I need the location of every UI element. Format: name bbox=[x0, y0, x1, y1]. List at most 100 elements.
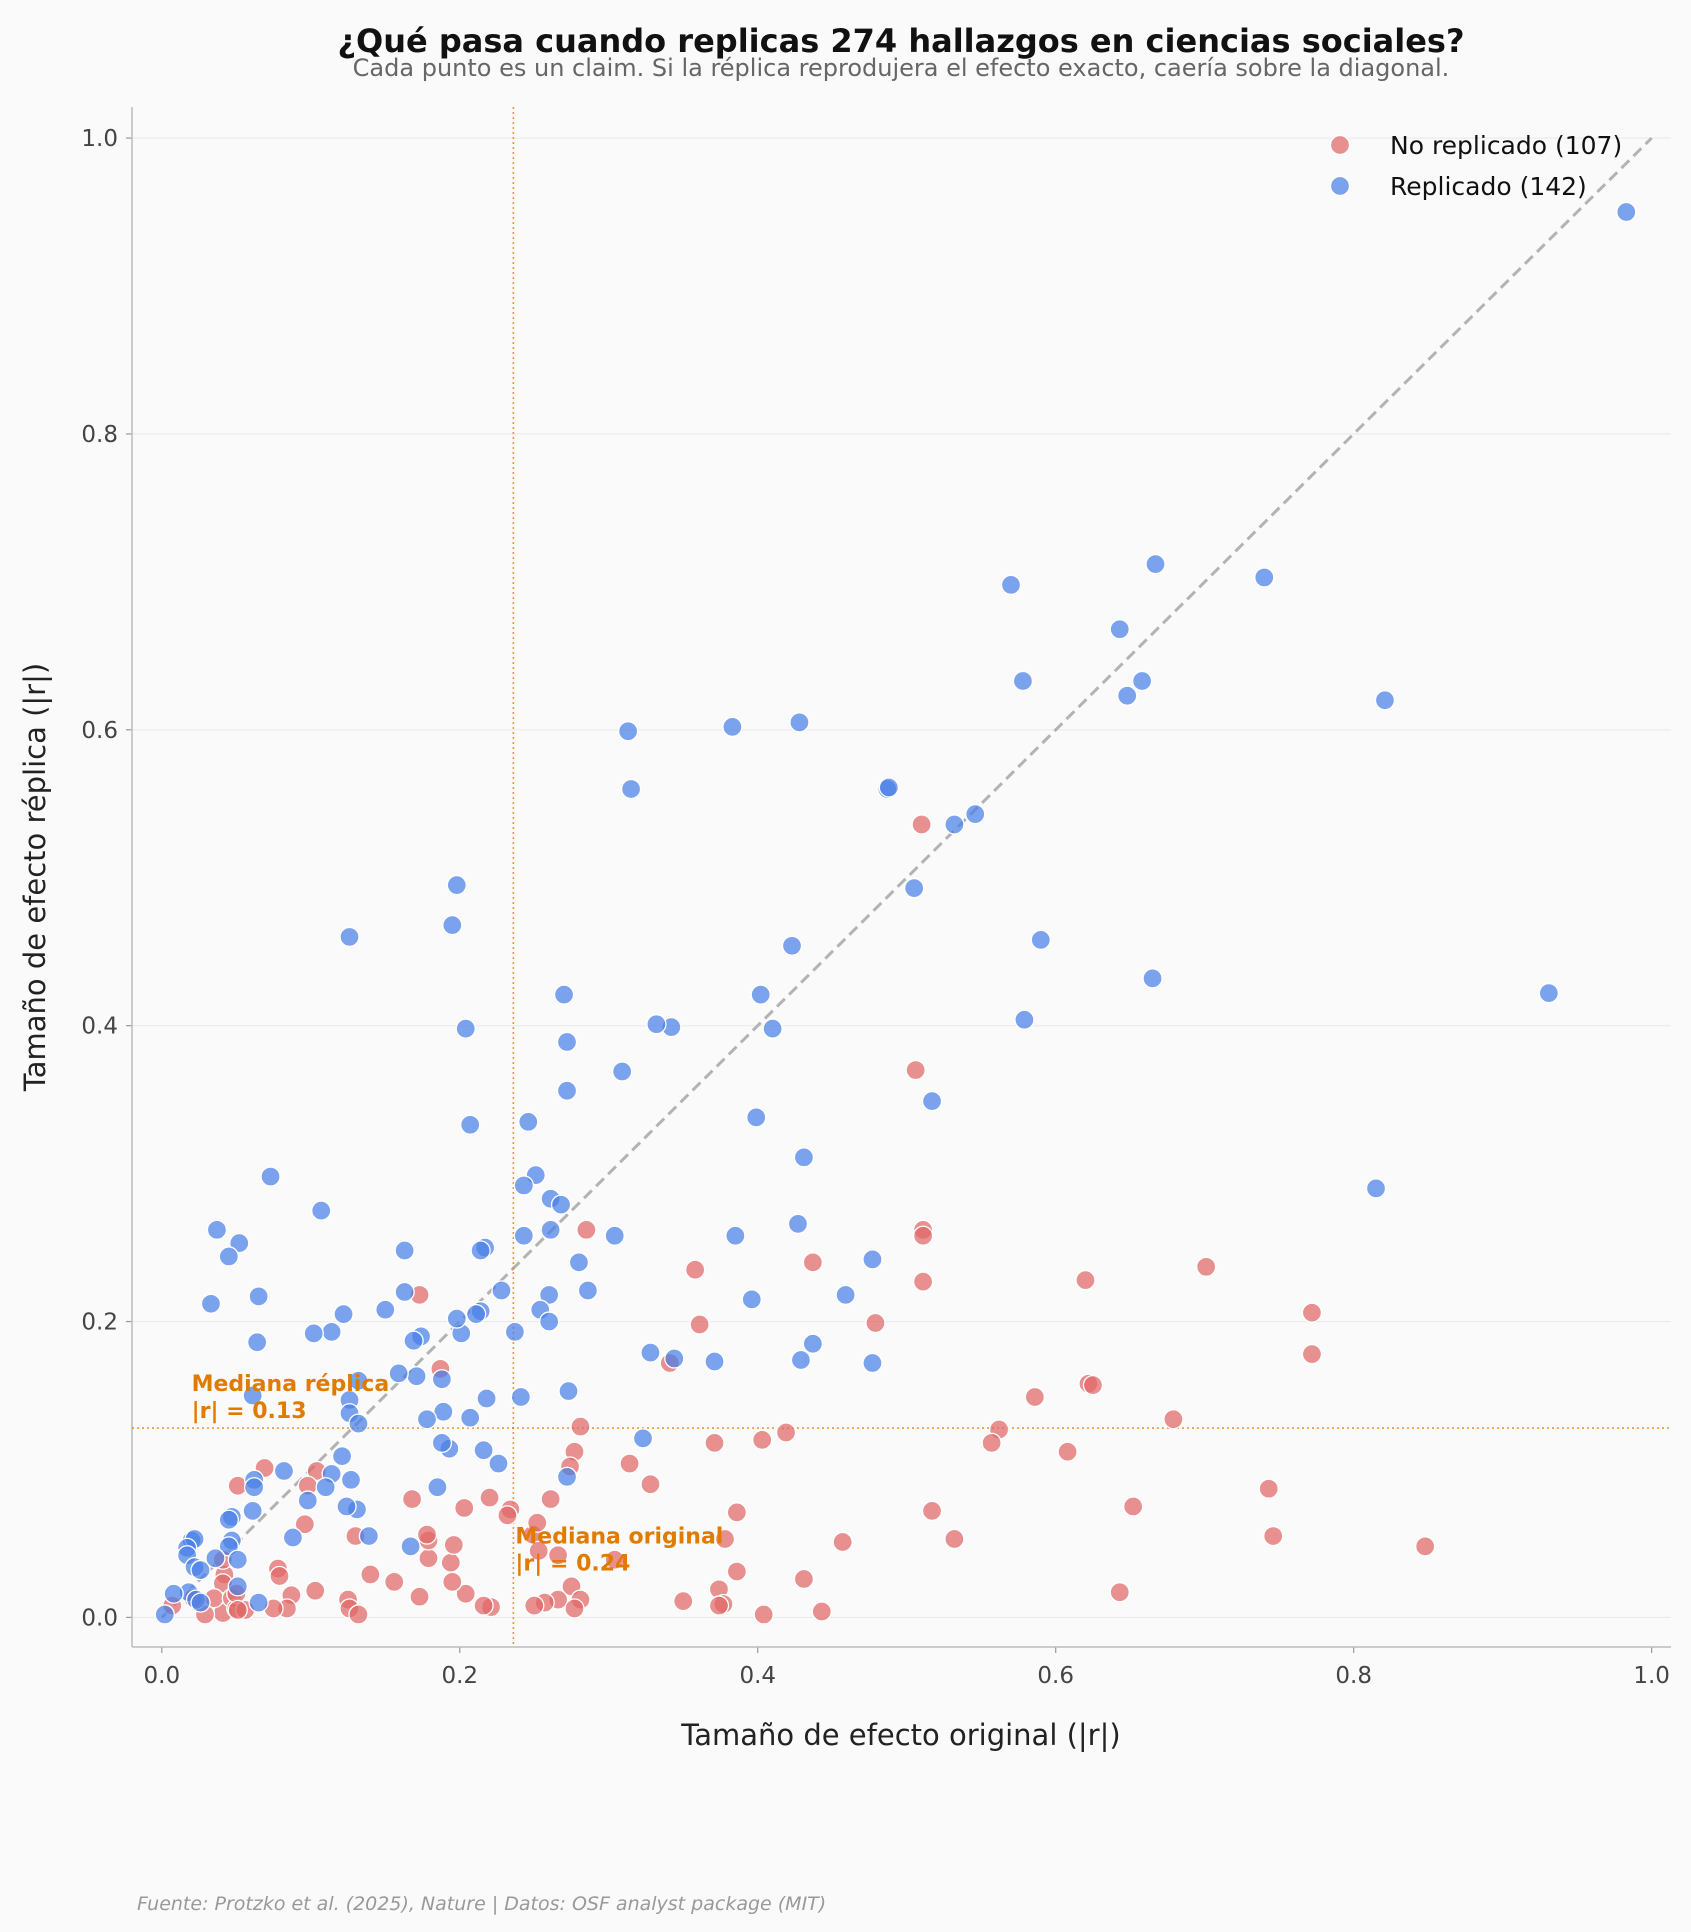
point-no-replicado bbox=[384, 1571, 405, 1593]
point-replicado bbox=[722, 716, 743, 737]
point-replicado bbox=[466, 1303, 487, 1325]
point-no-replicado bbox=[689, 1314, 710, 1335]
point-replicado bbox=[568, 1252, 590, 1273]
point-no-replicado bbox=[640, 1474, 661, 1495]
point-replicado bbox=[556, 1031, 578, 1053]
point-replicado bbox=[339, 926, 360, 948]
point-no-replicado bbox=[944, 1528, 965, 1550]
point-replicado bbox=[394, 1240, 415, 1261]
point-replicado bbox=[348, 1413, 369, 1434]
point-replicado bbox=[540, 1219, 561, 1240]
point-replicado bbox=[1365, 1178, 1387, 1199]
point-no-replicado bbox=[540, 1488, 561, 1510]
point-replicado bbox=[442, 914, 463, 936]
point-no-replicado bbox=[704, 1432, 725, 1454]
point-replicado bbox=[1538, 982, 1559, 1004]
point-replicado bbox=[406, 1366, 427, 1387]
point-replicado bbox=[431, 1369, 453, 1390]
point-replicado bbox=[789, 712, 810, 733]
point-no-replicado bbox=[305, 1580, 326, 1601]
point-replicado bbox=[539, 1284, 560, 1306]
point-replicado bbox=[1012, 670, 1034, 692]
point-no-replicado bbox=[1057, 1441, 1078, 1462]
point-replicado bbox=[802, 1333, 824, 1354]
point-no-replicado bbox=[911, 814, 932, 835]
point-replicado bbox=[227, 1549, 248, 1570]
point-replicado bbox=[331, 1446, 353, 1467]
point-no-replicado bbox=[443, 1534, 464, 1556]
y-tick-label: 0.0 bbox=[81, 1605, 118, 1631]
point-no-replicado bbox=[1082, 1375, 1104, 1396]
point-replicado bbox=[260, 1166, 281, 1187]
point-no-replicado bbox=[802, 1252, 824, 1273]
point-replicado bbox=[704, 1351, 725, 1372]
point-no-replicado bbox=[1263, 1525, 1284, 1547]
point-no-replicado bbox=[708, 1595, 730, 1616]
point-no-replicado bbox=[497, 1505, 518, 1526]
point-replicado bbox=[1117, 685, 1138, 706]
point-replicado bbox=[1145, 553, 1166, 575]
point-no-replicado bbox=[726, 1502, 748, 1523]
point-no-replicado bbox=[348, 1604, 369, 1625]
point-replicado bbox=[556, 1466, 578, 1488]
point-replicado bbox=[664, 1348, 685, 1369]
point-replicado bbox=[1000, 574, 1022, 595]
point-replicado bbox=[311, 1200, 332, 1221]
point-replicado bbox=[242, 1500, 263, 1522]
point-no-replicado bbox=[832, 1531, 853, 1553]
point-no-replicado bbox=[576, 1219, 597, 1240]
point-replicado bbox=[556, 1080, 578, 1101]
x-tick-label: 0.6 bbox=[1037, 1663, 1074, 1689]
point-no-replicado bbox=[753, 1604, 774, 1625]
point-replicado bbox=[1030, 929, 1051, 951]
point-replicado bbox=[340, 1469, 362, 1490]
point-replicado bbox=[375, 1299, 396, 1320]
point-no-replicado bbox=[714, 1528, 736, 1550]
point-no-replicado bbox=[685, 1259, 706, 1280]
point-replicado bbox=[218, 1246, 239, 1267]
point-no-replicado bbox=[409, 1586, 430, 1607]
point-replicado bbox=[427, 1477, 448, 1498]
point-replicado bbox=[446, 874, 467, 896]
point-replicado bbox=[388, 1363, 409, 1384]
point-replicado bbox=[553, 984, 575, 1005]
point-replicado bbox=[617, 721, 639, 742]
point-no-replicado bbox=[528, 1540, 549, 1561]
point-replicado bbox=[620, 778, 642, 800]
point-replicado bbox=[577, 1280, 599, 1301]
point-no-replicado bbox=[619, 1453, 640, 1474]
point-replicado bbox=[518, 1111, 539, 1132]
point-replicado bbox=[632, 1428, 654, 1449]
axes: 0.0 0.2 0.4 0.6 0.8 1.0 0.0 0.2 0.4 0.6 0.8 1.0 bbox=[81, 107, 1671, 1689]
x-tick-label: 0.0 bbox=[144, 1663, 181, 1689]
point-replicado bbox=[473, 1440, 494, 1461]
point-replicado bbox=[200, 1293, 222, 1314]
point-replicado bbox=[1142, 968, 1163, 989]
point-replicado bbox=[163, 1583, 184, 1604]
point-replicado bbox=[303, 1323, 324, 1344]
median-replica-value: |r| = 0.13 bbox=[192, 1399, 307, 1424]
point-no-replicado bbox=[455, 1583, 476, 1604]
point-no-replicado bbox=[865, 1312, 886, 1334]
y-tick-label: 0.6 bbox=[81, 718, 118, 744]
point-no-replicado bbox=[294, 1514, 315, 1535]
point-replicado bbox=[504, 1321, 526, 1343]
point-replicado bbox=[248, 1592, 269, 1613]
point-no-replicado bbox=[269, 1565, 290, 1587]
point-replicado bbox=[513, 1175, 534, 1196]
point-replicado bbox=[315, 1477, 336, 1498]
point-replicado bbox=[550, 1194, 572, 1215]
point-replicado bbox=[965, 803, 986, 825]
point-replicado bbox=[878, 777, 899, 798]
point-replicado bbox=[248, 1286, 269, 1307]
point-replicado bbox=[741, 1289, 762, 1310]
point-replicado bbox=[273, 1460, 295, 1482]
point-no-replicado bbox=[673, 1590, 694, 1612]
point-no-replicado bbox=[1301, 1302, 1323, 1323]
y-tick-label: 1.0 bbox=[81, 126, 118, 152]
point-replicado bbox=[921, 1090, 943, 1112]
point-replicado bbox=[282, 1527, 304, 1548]
point-replicado bbox=[793, 1147, 815, 1168]
point-replicado bbox=[835, 1284, 856, 1306]
